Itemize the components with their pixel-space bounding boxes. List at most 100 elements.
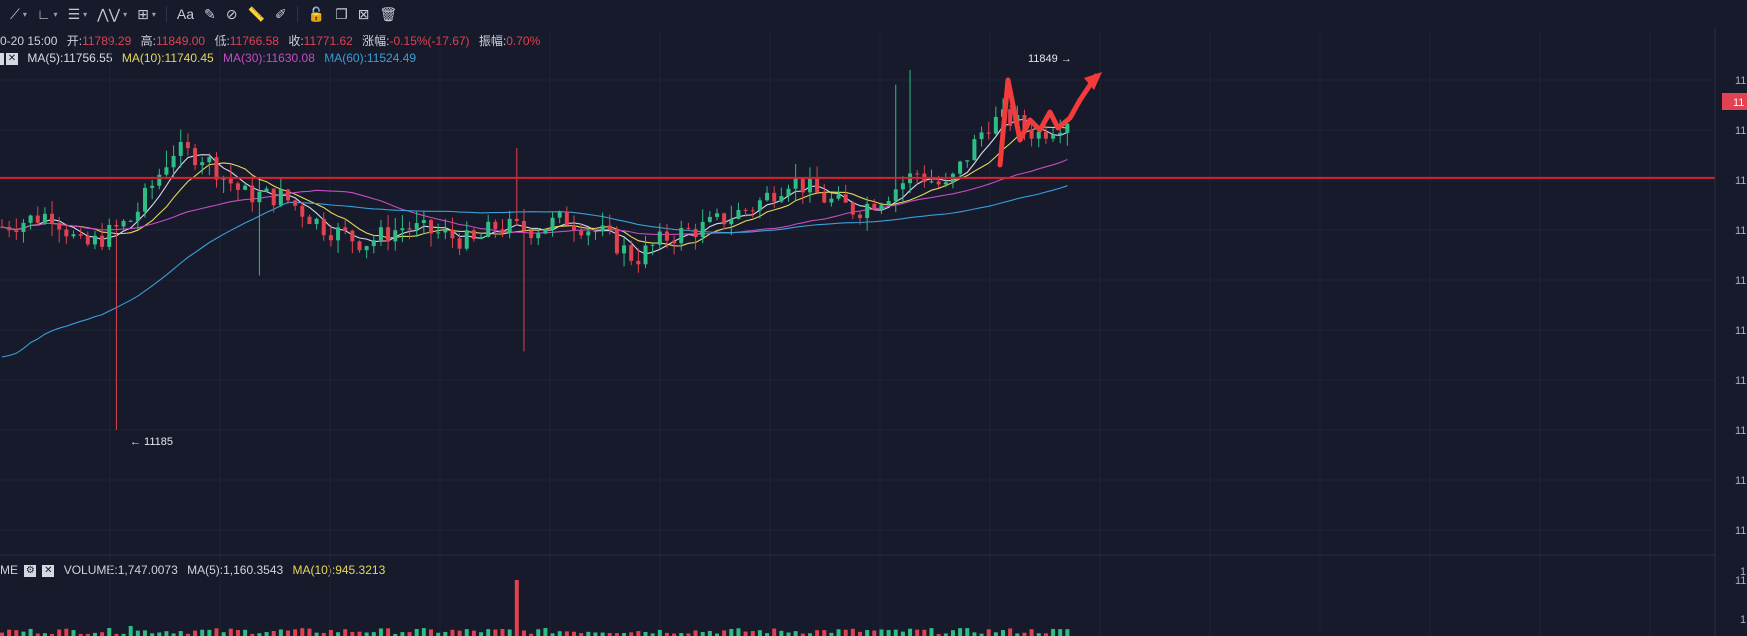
- open-label: 开:: [66, 34, 83, 48]
- volume-bar: [350, 631, 355, 636]
- low-label: 低:: [214, 34, 230, 48]
- settings-icon[interactable]: ⚙: [24, 564, 37, 577]
- candle-body: [829, 198, 834, 203]
- price-tick-label: 11: [1735, 125, 1746, 137]
- candle-body: [858, 214, 862, 219]
- volume-bar: [21, 631, 26, 636]
- volume-bar: [958, 628, 963, 636]
- trend-arrow-line: [997, 73, 1099, 168]
- volume-bar: [407, 632, 412, 636]
- candle-body: [557, 211, 562, 218]
- close-value: 11771.62: [303, 34, 353, 48]
- current-price-tag: [1722, 93, 1747, 110]
- candle-body: [221, 176, 226, 180]
- volume-bar: [128, 626, 133, 636]
- candle-body: [1008, 109, 1013, 126]
- candle-body: [929, 181, 934, 183]
- candle-body: [500, 229, 505, 234]
- fib-lines-tool-button[interactable]: ☰ ▾: [64, 2, 92, 26]
- volume-bar: [993, 632, 998, 636]
- volume-bar: [486, 629, 491, 636]
- candle-body: [271, 188, 276, 206]
- price-tick-label: 11: [1735, 425, 1746, 437]
- close-icon[interactable]: [0, 52, 4, 65]
- price-tick-label: 11: [1735, 575, 1746, 587]
- candle-body: [765, 192, 770, 201]
- trend-arrow-head: [1084, 72, 1102, 90]
- candle-body: [793, 177, 798, 189]
- cross-line-tool-button[interactable]: ⟋ ▾: [6, 2, 31, 26]
- volume-bar: [57, 629, 62, 636]
- volume-bar: [429, 629, 433, 636]
- volume-bar: [858, 631, 862, 636]
- volume-bar: [986, 629, 991, 636]
- rectangle-tool-tool-button[interactable]: ⊞ ▾: [133, 2, 160, 26]
- candle-body: [443, 229, 448, 233]
- candle-body: [307, 216, 312, 225]
- volume-bar: [278, 629, 283, 636]
- volume-bar: [893, 629, 898, 636]
- volume-bar: [772, 628, 777, 636]
- change-label: 涨幅:: [362, 34, 390, 48]
- eraser-tool-button[interactable]: ⊘: [222, 2, 242, 26]
- chevron-down-icon: ▾: [123, 9, 128, 19]
- candle-body: [486, 221, 491, 237]
- candle-body: [915, 173, 920, 175]
- volume-bar: [221, 632, 226, 636]
- amp-value: 0.70%: [506, 34, 541, 48]
- price-tick-label: 11: [1735, 375, 1746, 387]
- ma-legend: ✕ MA(5):11756.55 MA(10):11740.45 MA(30):…: [0, 51, 422, 65]
- brush-tool-button[interactable]: ✎: [200, 2, 220, 26]
- candle-body: [1015, 114, 1020, 126]
- hide-tool-button[interactable]: ⊠: [354, 2, 374, 26]
- hide-icon: ⊠: [357, 5, 370, 22]
- candle-body: [429, 220, 433, 234]
- pen-tool-button[interactable]: ✐: [271, 2, 291, 26]
- volume-bar: [500, 628, 505, 636]
- wave-pattern-tool-button[interactable]: ⋀⋁ ▾: [93, 2, 131, 26]
- text-tool-tool-button[interactable]: Aa: [173, 2, 198, 26]
- candle-body: [321, 218, 326, 236]
- trash-icon: 🗑: [379, 5, 398, 22]
- wave-pattern-icon: ⋀⋁: [97, 5, 121, 22]
- candle-body: [393, 230, 398, 242]
- candle-body: [943, 182, 948, 185]
- trash-tool-button[interactable]: 🗑: [375, 2, 401, 26]
- candle-body: [972, 139, 977, 161]
- candle-body: [92, 235, 97, 245]
- volume-bar: [100, 632, 105, 636]
- copy-icon: ❐: [335, 5, 348, 22]
- volume-bar: [371, 632, 376, 636]
- candle-body: [922, 173, 927, 182]
- volume-bar: [71, 630, 76, 636]
- candle-body: [872, 203, 877, 210]
- candle-body: [1058, 132, 1063, 135]
- volume-bar: [457, 630, 462, 636]
- candle-body: [886, 201, 891, 205]
- volume-bar: [286, 630, 290, 636]
- volume-bar: [271, 630, 276, 636]
- candle-body: [715, 213, 719, 217]
- candle-body: [679, 227, 684, 244]
- candle-body: [908, 173, 913, 184]
- volume-bar: [850, 628, 855, 636]
- ruler-tool-button[interactable]: 📏: [243, 2, 268, 26]
- volume-bar: [364, 632, 369, 636]
- candle-body: [471, 230, 476, 239]
- volume-bar: [307, 628, 312, 636]
- lock-tool-button[interactable]: 🔓: [304, 2, 329, 26]
- candle-body: [650, 244, 655, 246]
- candle-body: [543, 229, 548, 234]
- volume-bar: [1008, 628, 1013, 636]
- close-icon[interactable]: ✕: [42, 564, 55, 577]
- candle-body: [986, 132, 991, 134]
- volume-bar: [1029, 629, 1034, 636]
- candle-body: [143, 187, 147, 212]
- angle-tool-tool-button[interactable]: ∟ ▾: [33, 2, 62, 26]
- candle-body: [121, 220, 126, 227]
- ma30-line: [1, 158, 1068, 236]
- close-icon[interactable]: ✕: [6, 52, 18, 65]
- candle-body: [278, 189, 283, 206]
- copy-tool-button[interactable]: ❐: [331, 2, 352, 26]
